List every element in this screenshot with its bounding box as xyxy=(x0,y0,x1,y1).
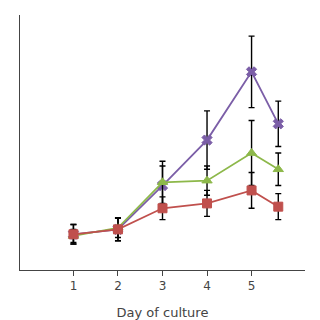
svg-text:3: 3 xyxy=(159,279,167,293)
svg-text:1: 1 xyxy=(70,279,78,293)
svg-text:2: 2 xyxy=(114,279,122,293)
svg-text:Day of culture: Day of culture xyxy=(117,305,209,320)
svg-text:4: 4 xyxy=(203,279,211,293)
svg-text:5: 5 xyxy=(248,279,256,293)
